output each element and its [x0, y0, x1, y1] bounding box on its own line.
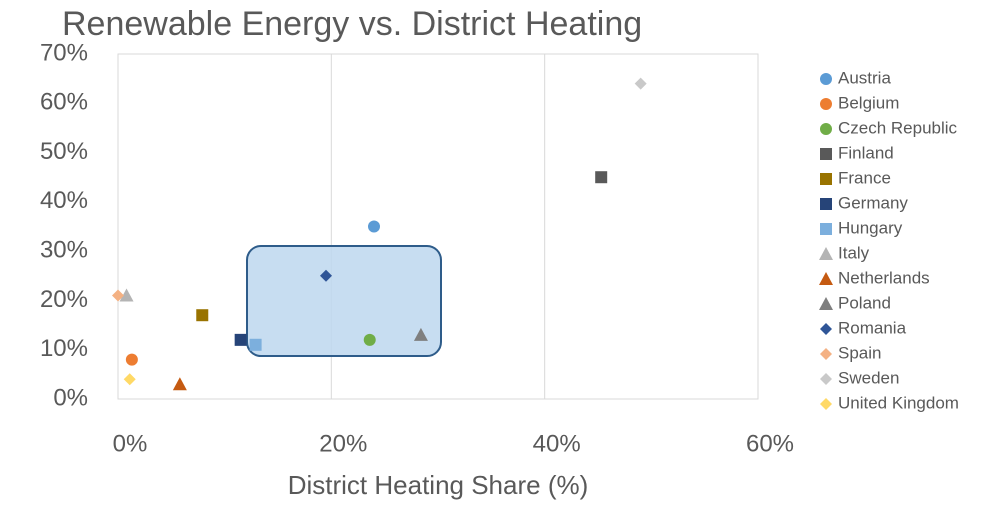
- legend-marker: [820, 398, 832, 410]
- point: [119, 288, 134, 302]
- legend-marker: [819, 272, 833, 285]
- point: [234, 333, 247, 346]
- legend-marker: [820, 173, 832, 185]
- legend-marker: [819, 297, 833, 310]
- legend-label: Romania: [838, 318, 907, 337]
- x-tick-label: 40%: [533, 430, 581, 457]
- legend-label: Finland: [838, 143, 894, 162]
- chart-title: Renewable Energy vs. District Heating: [62, 5, 642, 43]
- legend-marker: [820, 223, 832, 235]
- legend-marker: [820, 73, 832, 85]
- x-axis-title: District Heating Share (%): [288, 470, 589, 500]
- y-tick-label: 20%: [40, 286, 88, 313]
- x-tick-label: 60%: [746, 430, 794, 457]
- point: [634, 77, 647, 90]
- legend-marker: [820, 148, 832, 160]
- legend-label: Austria: [838, 68, 891, 87]
- legend-marker: [820, 123, 832, 135]
- x-tick-label: 20%: [319, 430, 367, 457]
- legend-label: Hungary: [838, 218, 903, 237]
- legend-marker: [819, 247, 833, 260]
- y-tick-label: 10%: [40, 335, 88, 362]
- point: [196, 309, 209, 322]
- y-tick-label: 30%: [40, 236, 88, 263]
- legend-marker: [820, 98, 832, 110]
- point: [125, 353, 138, 366]
- y-tick-label: 40%: [40, 187, 88, 214]
- y-tick-label: 70%: [40, 39, 88, 66]
- point: [363, 333, 376, 346]
- legend-label: Spain: [838, 343, 881, 362]
- y-tick-label: 50%: [40, 138, 88, 165]
- highlight-box: [246, 245, 442, 357]
- x-tick-label: 0%: [113, 430, 148, 457]
- legend-label: Czech Republic: [838, 118, 958, 137]
- point: [249, 338, 262, 351]
- legend-label: United Kingdom: [838, 393, 959, 412]
- point: [123, 373, 136, 386]
- point: [413, 327, 428, 341]
- point: [112, 289, 124, 302]
- point: [595, 171, 608, 184]
- legend-label: Poland: [838, 293, 891, 312]
- point: [172, 377, 187, 391]
- legend-marker: [820, 348, 832, 360]
- legend-marker: [820, 198, 832, 210]
- y-tick-label: 60%: [40, 89, 88, 116]
- legend-label: France: [838, 168, 891, 187]
- point: [368, 220, 380, 233]
- legend-marker: [820, 373, 832, 385]
- legend-label: Sweden: [838, 368, 899, 387]
- y-tick-label: 0%: [53, 384, 88, 411]
- legend-label: Netherlands: [838, 268, 930, 287]
- legend-label: Germany: [838, 193, 908, 212]
- legend-marker: [820, 323, 832, 335]
- legend-label: Belgium: [838, 93, 899, 112]
- legend-label: Italy: [838, 243, 870, 262]
- point: [320, 269, 332, 282]
